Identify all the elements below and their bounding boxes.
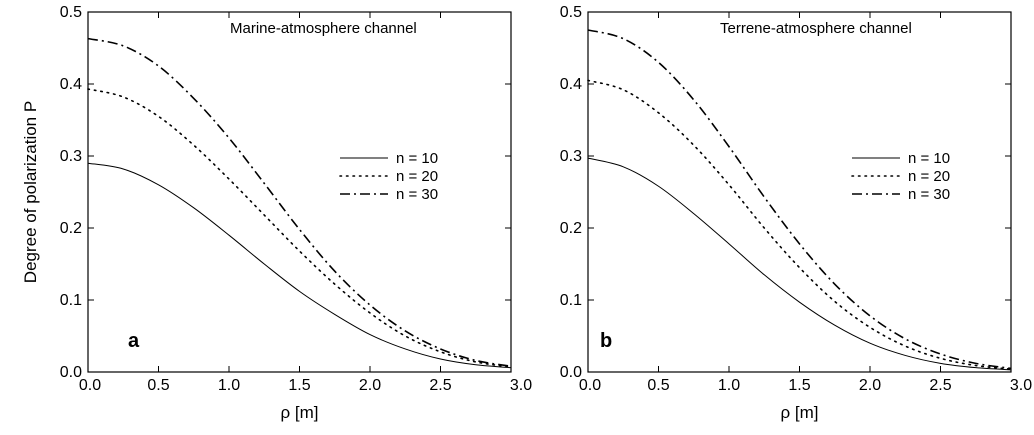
x-tick-label: 1.0 [218,377,240,394]
channel-annotation-a: Marine-atmosphere channel [230,20,417,37]
y-tick-label: 0.0 [60,364,82,381]
y-tick-label: 0.3 [560,148,582,165]
legend-b: n = 10n = 20n = 30 [851,150,950,203]
series-line-solid [87,162,512,369]
x-tick-label: 0.0 [79,377,101,394]
legend-label: n = 30 [396,186,438,203]
x-tick-label: 3.0 [510,377,532,394]
y-axis-label-a: Degree of polarization P [21,101,40,283]
x-tick-label: 3.0 [1010,377,1032,394]
x-tick-label: 2.0 [859,377,881,394]
x-tick-label: 2.5 [929,377,951,394]
y-tick-label: 0.4 [60,76,82,93]
series-group-a [87,37,512,369]
y-tick-label: 0.5 [560,4,582,21]
series-group-b [587,29,1012,371]
y-tick-label: 0.0 [560,364,582,381]
x-tick-label: 0.5 [147,377,169,394]
series-line-dotted [87,88,512,368]
y-tick-label: 0.2 [560,220,582,237]
x-tick-label: 1.5 [288,377,310,394]
series-line-dashdot [87,37,512,368]
channel-annotation-b: Terrene-atmosphere channel [720,20,912,37]
x-tick-label: 1.5 [788,377,810,394]
legend-a: n = 10n = 20n = 30 [339,150,438,203]
x-tick-label: 0.0 [579,377,601,394]
y-tick-label: 0.1 [560,292,582,309]
x-tick-label: 2.5 [429,377,451,394]
y-tick-label: 0.2 [60,220,82,237]
legend-label: n = 20 [396,168,438,185]
x-tick-label: 1.0 [718,377,740,394]
legend-label: n = 10 [396,150,438,167]
y-tick-label: 0.5 [60,4,82,21]
x-tick-label: 0.5 [647,377,669,394]
chart-panel-a: 0.0 0.5 1.0 1.5 2.0 2.5 3.00.00.10.20.30.40.5 … [21,4,532,422]
y-tick-label: 0.3 [60,148,82,165]
series-line-dotted [587,79,1012,370]
legend-label: n = 10 [908,150,950,167]
axis-ticks-b: 0.0 0.5 1.0 1.5 2.0 2.5 3.0 0.0 0.1 0.2 0.3 0.4 0.5 [560,4,1032,394]
legend-label: n = 30 [908,186,950,203]
y-tick-label: 0.4 [560,76,582,93]
axis-ticks-a: 0.0 0.5 1.0 1.5 2.0 2.5 3.0 0.0 0.1 0.2 0.3 0.4 0.5 [60,4,532,394]
panel-label-b: b [600,330,612,352]
series-line-solid [587,157,1012,371]
series-line-dashdot [587,29,1012,370]
panel-label-a: a [128,330,140,352]
plot-frame-a [87,11,512,373]
y-tick-label: 0.1 [60,292,82,309]
x-axis-label-b: ρ [m] [780,403,818,422]
chart-panel-b: 0.0 0.5 1.0 1.5 2.0 2.5 3.00.00.10.20.30.40.5 … [560,4,1032,422]
x-tick-label: 2.0 [359,377,381,394]
legend-label: n = 20 [908,168,950,185]
x-axis-label-a: ρ [m] [280,403,318,422]
